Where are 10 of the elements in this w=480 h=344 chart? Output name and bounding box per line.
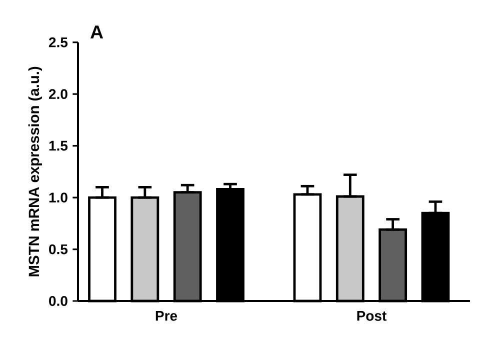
x-tick-label: Post [357, 311, 386, 321]
y-tick-label: 2.0 [48, 89, 68, 100]
y-tick-label: 0.5 [49, 244, 68, 254]
x-tick-label: Pre [156, 311, 178, 321]
y-tick-label: 0.0 [49, 296, 68, 306]
y-tick-label: 1.0 [49, 192, 68, 202]
y-tick-label: 1.5 [49, 140, 68, 151]
chart-title: A [90, 26, 104, 38]
y-axis-title: MSTN mRNA expression (a.u.) [28, 66, 42, 276]
y-tick-label: 2.5 [48, 37, 68, 48]
